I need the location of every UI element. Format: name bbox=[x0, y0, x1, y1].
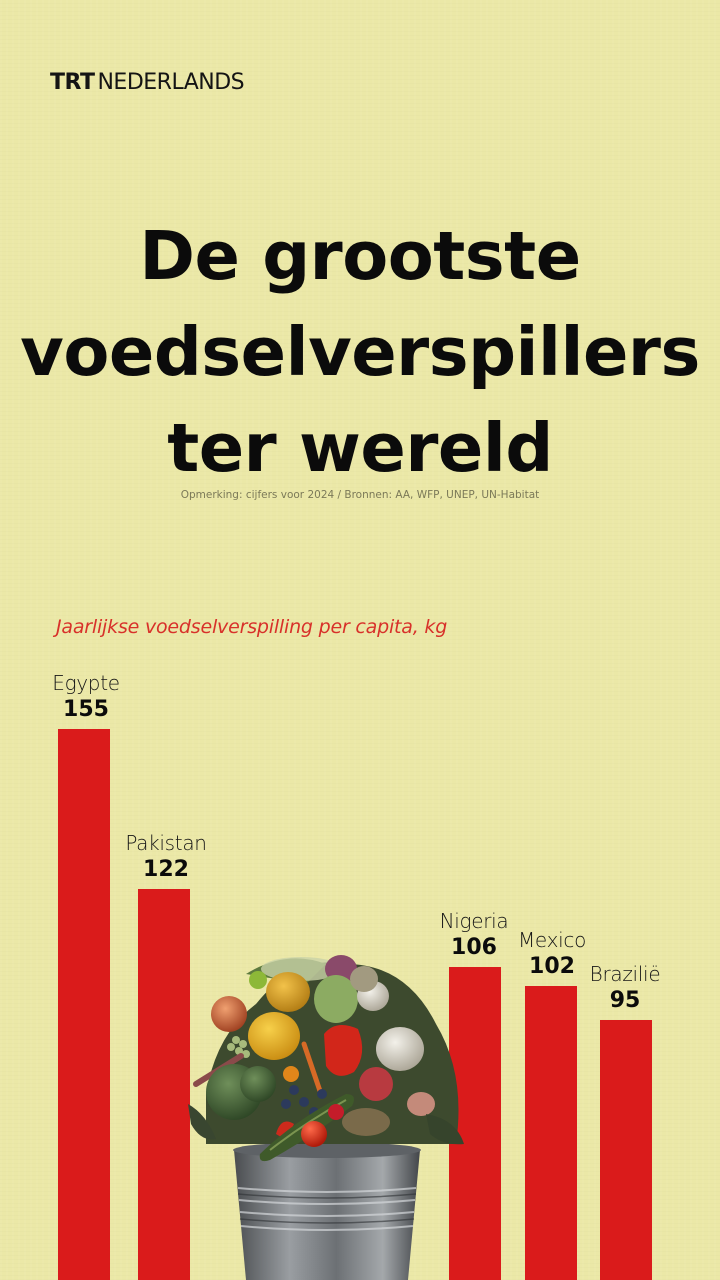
label-brazilie: Brazilië 95 bbox=[590, 962, 661, 1016]
label-pakistan: Pakistan 122 bbox=[125, 831, 207, 885]
page-title: De grootste voedselverspillers ter werel… bbox=[0, 208, 720, 496]
title-line-3: ter wereld bbox=[167, 409, 553, 487]
bar-mexico bbox=[525, 986, 577, 1280]
brand-name: NEDERLANDS bbox=[97, 70, 245, 95]
country-name: Egypte bbox=[52, 671, 120, 695]
country-name: Pakistan bbox=[125, 831, 207, 856]
country-name: Brazilië bbox=[589, 962, 661, 986]
food-waste-bucket-illustration bbox=[188, 955, 464, 1280]
label-nigeria: Nigeria 106 bbox=[440, 909, 509, 963]
chart-subtitle: Jaarlijkse voedselverspilling per capita… bbox=[56, 616, 448, 638]
title-line-2: voedselverspillers bbox=[20, 313, 700, 391]
country-value: 102 bbox=[529, 954, 575, 980]
title-line-1: De grootste bbox=[139, 217, 581, 295]
label-mexico: Mexico 102 bbox=[518, 928, 586, 982]
country-value: 122 bbox=[143, 857, 189, 883]
country-value: 155 bbox=[63, 697, 109, 722]
bar-brazilie bbox=[600, 1020, 652, 1280]
source-note: Opmerking: cijfers voor 2024 / Bronnen: … bbox=[180, 489, 540, 501]
brand-trt: TRT bbox=[50, 70, 95, 95]
country-name: Nigeria bbox=[439, 908, 509, 933]
bar-egypte bbox=[58, 729, 110, 1280]
bar-pakistan bbox=[138, 889, 190, 1280]
label-egypte: Egypte 155 bbox=[52, 671, 120, 725]
country-value: 95 bbox=[609, 988, 641, 1013]
country-name: Mexico bbox=[517, 928, 587, 953]
country-value: 106 bbox=[451, 934, 497, 960]
brand-logo: TRT NEDERLANDS bbox=[50, 70, 245, 95]
